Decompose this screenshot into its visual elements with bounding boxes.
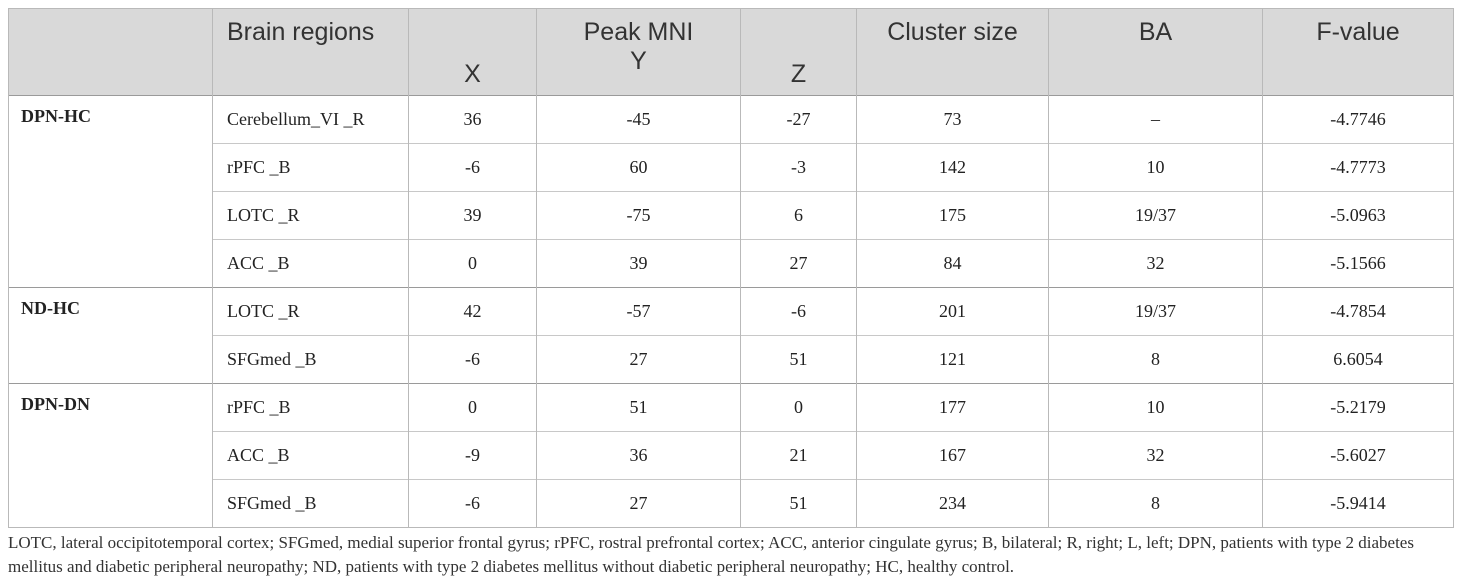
cell-y: 27 bbox=[536, 479, 741, 528]
cell-region: rPFC _B bbox=[212, 383, 409, 432]
cell-z: 6 bbox=[740, 191, 857, 240]
cell-x: 39 bbox=[408, 191, 537, 240]
header-row: Brain regions X Peak MNI Y Z Cluster siz… bbox=[8, 8, 1454, 96]
cell-ba: 8 bbox=[1048, 479, 1263, 528]
cell-region: ACC _B bbox=[212, 431, 409, 480]
results-table: Brain regions X Peak MNI Y Z Cluster siz… bbox=[8, 8, 1454, 528]
table-row: ND-HC LOTC _R 42 -57 -6 201 19/37 -4.785… bbox=[8, 287, 1454, 384]
cell-y: -45 bbox=[536, 95, 741, 144]
cell-f-value: -5.1566 bbox=[1262, 239, 1454, 288]
cell-f-value: -4.7854 bbox=[1262, 287, 1454, 336]
cell-region: ACC _B bbox=[212, 239, 409, 288]
header-group bbox=[8, 8, 213, 96]
cell-y: 27 bbox=[536, 335, 741, 384]
cell-region: SFGmed _B bbox=[212, 335, 409, 384]
cell-f-value: -5.0963 bbox=[1262, 191, 1454, 240]
cell-z: 0 bbox=[740, 383, 857, 432]
table-row: ACC _B 0 39 27 84 32 -5.1566 bbox=[9, 239, 1454, 288]
cell-z: -27 bbox=[740, 95, 857, 144]
cell-f-value: 6.6054 bbox=[1262, 335, 1454, 384]
group-label: DPN-DN bbox=[8, 383, 213, 528]
cell-cluster: 84 bbox=[856, 239, 1049, 288]
cell-region: rPFC _B bbox=[212, 143, 409, 192]
header-peak-mni-label: Peak MNI bbox=[583, 18, 694, 46]
cell-ba: 32 bbox=[1048, 431, 1263, 480]
header-brain-regions: Brain regions bbox=[212, 8, 409, 96]
cell-region: LOTC _R bbox=[212, 191, 409, 240]
table-footnote: LOTC, lateral occipitotemporal cortex; S… bbox=[8, 533, 1414, 576]
table-row: DPN-DN rPFC _B 0 51 0 177 10 -5.2179 bbox=[8, 383, 1454, 528]
cell-f-value: -4.7773 bbox=[1262, 143, 1454, 192]
cell-cluster: 234 bbox=[856, 479, 1049, 528]
cell-y: 51 bbox=[536, 383, 741, 432]
group-label: DPN-HC bbox=[8, 95, 213, 288]
table-row: ACC _B -9 36 21 167 32 -5.6027 bbox=[9, 431, 1454, 480]
cell-region: SFGmed _B bbox=[212, 479, 409, 528]
cell-ba: – bbox=[1048, 95, 1263, 144]
cell-region: LOTC _R bbox=[212, 287, 409, 336]
header-cluster-size: Cluster size bbox=[856, 8, 1049, 96]
cell-f-value: -5.9414 bbox=[1262, 479, 1454, 528]
cell-ba: 19/37 bbox=[1048, 191, 1263, 240]
cell-ba: 32 bbox=[1048, 239, 1263, 288]
header-peak-mni: Peak MNI Y bbox=[536, 8, 741, 96]
cell-x: -6 bbox=[408, 335, 537, 384]
cell-x: 42 bbox=[408, 287, 537, 336]
table-row: SFGmed _B -6 27 51 234 8 -5.9414 bbox=[9, 479, 1454, 528]
table-row: DPN-HC Cerebellum_VI _R 36 -45 -27 73 – … bbox=[8, 95, 1454, 288]
cell-y: -57 bbox=[536, 287, 741, 336]
cell-cluster: 121 bbox=[856, 335, 1049, 384]
cell-f-value: -5.6027 bbox=[1262, 431, 1454, 480]
cell-y: 60 bbox=[536, 143, 741, 192]
table-row: SFGmed _B -6 27 51 121 8 6.6054 bbox=[9, 335, 1454, 384]
header-z: Z bbox=[740, 8, 857, 96]
cell-x: 0 bbox=[408, 239, 537, 288]
cell-cluster: 177 bbox=[856, 383, 1049, 432]
cell-cluster: 175 bbox=[856, 191, 1049, 240]
cell-cluster: 167 bbox=[856, 431, 1049, 480]
cell-x: -6 bbox=[408, 479, 537, 528]
cell-f-value: -5.2179 bbox=[1262, 383, 1454, 432]
header-f-value: F-value bbox=[1262, 8, 1454, 96]
header-x: X bbox=[408, 8, 537, 96]
group-label: ND-HC bbox=[8, 287, 213, 384]
cell-region: Cerebellum_VI _R bbox=[212, 95, 409, 144]
cell-x: -9 bbox=[408, 431, 537, 480]
cell-cluster: 73 bbox=[856, 95, 1049, 144]
cell-cluster: 201 bbox=[856, 287, 1049, 336]
cell-z: 27 bbox=[740, 239, 857, 288]
cell-ba: 19/37 bbox=[1048, 287, 1263, 336]
cell-x: 0 bbox=[408, 383, 537, 432]
table-row: LOTC _R 39 -75 6 175 19/37 -5.0963 bbox=[9, 191, 1454, 240]
cell-z: -6 bbox=[740, 287, 857, 336]
cell-y: -75 bbox=[536, 191, 741, 240]
cell-z: 51 bbox=[740, 479, 857, 528]
header-y: Y bbox=[630, 47, 647, 75]
cell-ba: 10 bbox=[1048, 383, 1263, 432]
cell-y: 39 bbox=[536, 239, 741, 288]
cell-ba: 10 bbox=[1048, 143, 1263, 192]
header-ba: BA bbox=[1048, 8, 1263, 96]
cell-cluster: 142 bbox=[856, 143, 1049, 192]
cell-x: -6 bbox=[408, 143, 537, 192]
table-row: rPFC _B -6 60 -3 142 10 -4.7773 bbox=[9, 143, 1454, 192]
cell-x: 36 bbox=[408, 95, 537, 144]
cell-z: 21 bbox=[740, 431, 857, 480]
cell-y: 36 bbox=[536, 431, 741, 480]
cell-f-value: -4.7746 bbox=[1262, 95, 1454, 144]
cell-z: -3 bbox=[740, 143, 857, 192]
cell-ba: 8 bbox=[1048, 335, 1263, 384]
cell-z: 51 bbox=[740, 335, 857, 384]
